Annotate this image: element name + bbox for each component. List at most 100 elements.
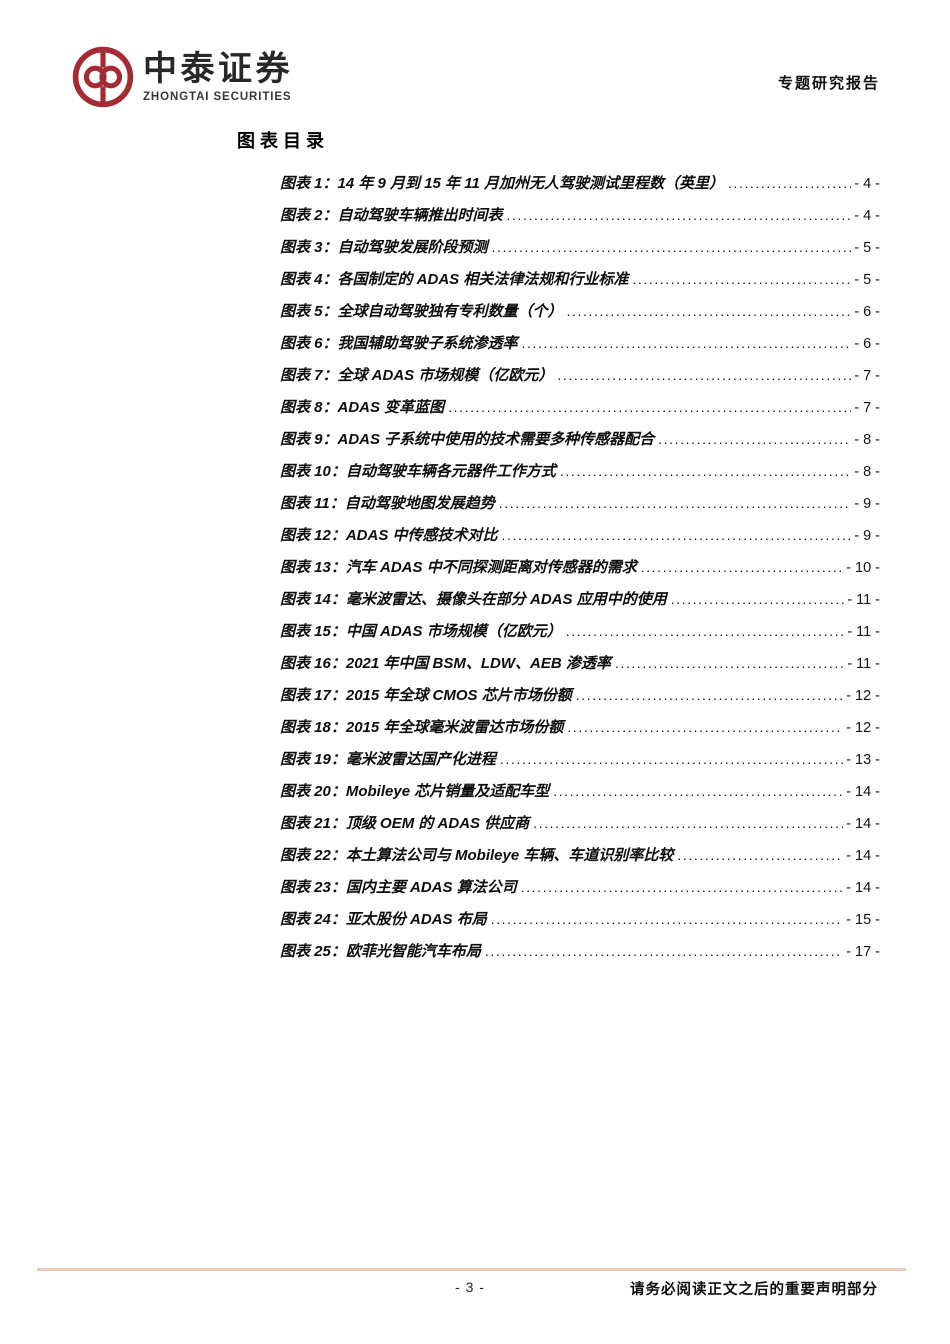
footer-rule [37, 1268, 906, 1271]
toc-entry[interactable]: 图表 24：亚太股份 ADAS 布局 - 15 - [280, 903, 880, 935]
zhongtai-knot-icon [72, 46, 134, 108]
toc-entry-text: 图表 12：ADAS 中传感技术对比 [280, 527, 498, 544]
toc-entry[interactable]: 图表 8：ADAS 变革蓝图 - 7 - [280, 391, 880, 423]
toc-entry[interactable]: 图表 6：我国辅助驾驶子系统渗透率 - 6 - [280, 327, 880, 359]
toc-entry-text: 图表 13：汽车 ADAS 中不同探测距离对传感器的需求 [280, 559, 637, 576]
toc-entry-text: 图表 2：自动驾驶车辆推出时间表 [280, 207, 503, 224]
dot-leader [492, 231, 852, 263]
toc-entry[interactable]: 图表 20：Mobileye 芯片销量及适配车型 - 14 - [280, 775, 880, 807]
toc-entry-text: 图表 19：毫米波雷达国产化进程 [280, 751, 496, 768]
toc-entry-page: - 4 - [854, 208, 880, 224]
dot-leader [728, 167, 851, 199]
toc-entry-text: 图表 11：自动驾驶地图发展趋势 [280, 495, 495, 512]
toc-entry-page: - 14 - [846, 880, 880, 896]
dot-leader [507, 199, 852, 231]
dot-leader [499, 487, 851, 519]
dot-leader [658, 423, 851, 455]
toc-entry-text: 图表 23：国内主要 ADAS 算法公司 [280, 879, 517, 896]
dot-leader [615, 647, 844, 679]
toc-entry-page: - 6 - [854, 304, 880, 320]
toc-entry-text: 图表 7：全球 ADAS 市场规模（亿欧元） [280, 367, 554, 384]
toc-entry-page: - 8 - [854, 464, 880, 480]
dot-leader [448, 391, 851, 423]
toc-entry[interactable]: 图表 16：2021 年中国 BSM、LDW、AEB 渗透率 - 11 - [280, 647, 880, 679]
toc-entry-page: - 11 - [847, 656, 880, 672]
toc-entry-page: - 17 - [846, 944, 880, 960]
toc-entry-text: 图表 8：ADAS 变革蓝图 [280, 399, 445, 416]
toc-entry-text: 图表 14：毫米波雷达、摄像头在部分 ADAS 应用中的使用 [280, 591, 667, 608]
toc-entry-page: - 7 - [854, 400, 880, 416]
toc-entry-text: 图表 4：各国制定的 ADAS 相关法律法规和行业标准 [280, 271, 629, 288]
toc-entry-text: 图表 18：2015 年全球毫米波雷达市场份额 [280, 719, 564, 736]
toc-entry[interactable]: 图表 7：全球 ADAS 市场规模（亿欧元） - 7 - [280, 359, 880, 391]
toc-entry-page: - 9 - [854, 528, 880, 544]
toc-entry-page: - 15 - [846, 912, 880, 928]
toc-entry[interactable]: 图表 19：毫米波雷达国产化进程 - 13 - [280, 743, 880, 775]
toc-title: 图表目录 [237, 131, 329, 151]
report-type-label: 专题研究报告 [777, 75, 880, 92]
dot-leader [567, 295, 852, 327]
toc-entry[interactable]: 图表 9：ADAS 子系统中使用的技术需要多种传感器配合 - 8 - [280, 423, 880, 455]
toc-entry-page: - 14 - [846, 848, 880, 864]
toc-entry-text: 图表 5：全球自动驾驶独有专利数量（个） [280, 303, 563, 320]
dot-leader [521, 871, 843, 903]
page-number: - 3 - [455, 1279, 485, 1295]
toc-entry[interactable]: 图表 11：自动驾驶地图发展趋势 - 9 - [280, 487, 880, 519]
toc-entry[interactable]: 图表 25：欧菲光智能汽车布局 - 17 - [280, 935, 880, 967]
toc-entry[interactable]: 图表 15：中国 ADAS 市场规模（亿欧元） - 11 - [280, 615, 880, 647]
toc-entry[interactable]: 图表 3：自动驾驶发展阶段预测 - 5 - [280, 231, 880, 263]
toc-entry[interactable]: 图表 18：2015 年全球毫米波雷达市场份额 - 12 - [280, 711, 880, 743]
toc-entry-page: - 11 - [847, 624, 880, 640]
dot-leader [502, 519, 852, 551]
toc-entry-page: - 5 - [854, 240, 880, 256]
brand-name-cn: 中泰证券 [143, 50, 293, 88]
brand-text: 中泰证券 ZHONGTAI SECURITIES [143, 46, 293, 103]
toc-entry-page: - 14 - [846, 784, 880, 800]
toc-entry[interactable]: 图表 21：顶级 OEM 的 ADAS 供应商 - 14 - [280, 807, 880, 839]
toc-entry-text: 图表 25：欧菲光智能汽车布局 [280, 943, 481, 960]
footer-disclaimer: 请务必阅读正文之后的重要声明部分 [630, 1282, 878, 1298]
toc-entry-page: - 9 - [854, 496, 880, 512]
toc-entry[interactable]: 图表 10：自动驾驶车辆各元器件工作方式 - 8 - [280, 455, 880, 487]
toc-entry[interactable]: 图表 12：ADAS 中传感技术对比 - 9 - [280, 519, 880, 551]
dot-leader [566, 615, 845, 647]
dot-leader [557, 359, 851, 391]
toc-entry[interactable]: 图表 2：自动驾驶车辆推出时间表 - 4 - [280, 199, 880, 231]
toc-entry-page: - 7 - [854, 368, 880, 384]
toc-entry-text: 图表 9：ADAS 子系统中使用的技术需要多种传感器配合 [280, 431, 655, 448]
dot-leader [491, 903, 843, 935]
toc-entry[interactable]: 图表 13：汽车 ADAS 中不同探测距离对传感器的需求 - 10 - [280, 551, 880, 583]
toc-entry-page: - 12 - [846, 688, 880, 704]
toc-entry[interactable]: 图表 5：全球自动驾驶独有专利数量（个） - 6 - [280, 295, 880, 327]
dot-leader [567, 711, 843, 743]
toc-list: 图表 1：14 年 9 月到 15 年 11 月加州无人驾驶测试里程数（英里） … [280, 167, 880, 967]
brand-name-en: ZHONGTAI SECURITIES [143, 91, 292, 103]
toc-entry[interactable]: 图表 1：14 年 9 月到 15 年 11 月加州无人驾驶测试里程数（英里） … [280, 167, 880, 199]
toc-entry[interactable]: 图表 4：各国制定的 ADAS 相关法律法规和行业标准 - 5 - [280, 263, 880, 295]
brand-logo: 中泰证券 ZHONGTAI SECURITIES [72, 46, 293, 108]
dot-leader [576, 679, 843, 711]
dot-leader [522, 327, 852, 359]
dot-leader [641, 551, 843, 583]
toc-entry-page: - 12 - [846, 720, 880, 736]
dot-leader [485, 935, 843, 967]
toc-entry-page: - 6 - [854, 336, 880, 352]
toc-entry-page: - 5 - [854, 272, 880, 288]
toc-entry-text: 图表 1：14 年 9 月到 15 年 11 月加州无人驾驶测试里程数（英里） [280, 175, 724, 192]
dot-leader [500, 743, 843, 775]
toc-entry-page: - 11 - [847, 592, 880, 608]
dot-leader [533, 807, 843, 839]
toc-entry-text: 图表 3：自动驾驶发展阶段预测 [280, 239, 488, 256]
dot-leader [671, 583, 845, 615]
toc-entry[interactable]: 图表 22：本土算法公司与 Mobileye 车辆、车道识别率比较 - 14 - [280, 839, 880, 871]
toc-entry-page: - 13 - [846, 752, 880, 768]
toc-entry-text: 图表 6：我国辅助驾驶子系统渗透率 [280, 335, 518, 352]
dot-leader [677, 839, 843, 871]
toc-entry[interactable]: 图表 17：2015 年全球 CMOS 芯片市场份额 - 12 - [280, 679, 880, 711]
toc-entry-text: 图表 10：自动驾驶车辆各元器件工作方式 [280, 463, 556, 480]
toc-entry-page: - 14 - [846, 816, 880, 832]
toc-entry[interactable]: 图表 14：毫米波雷达、摄像头在部分 ADAS 应用中的使用 - 11 - [280, 583, 880, 615]
toc-entry-text: 图表 20：Mobileye 芯片销量及适配车型 [280, 783, 550, 800]
toc-entry[interactable]: 图表 23：国内主要 ADAS 算法公司 - 14 - [280, 871, 880, 903]
